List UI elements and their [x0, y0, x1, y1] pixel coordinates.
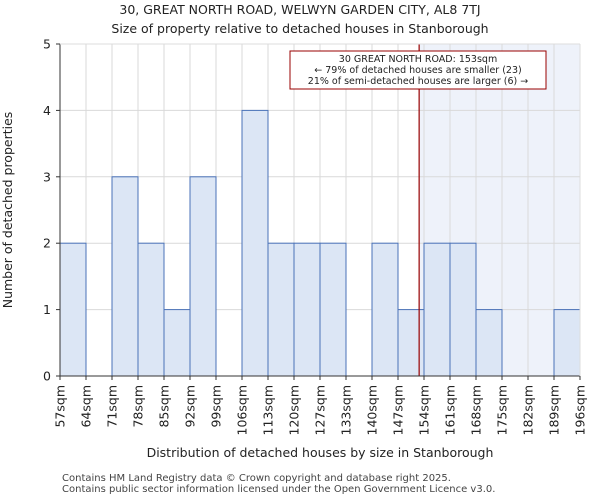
histogram-bar — [189, 176, 217, 377]
x-tick-label: 196sqm — [573, 385, 588, 435]
annotation-box — [289, 50, 547, 90]
histogram-bar — [111, 176, 139, 377]
histogram-bar — [267, 242, 295, 377]
x-tick-label: 92sqm — [183, 385, 198, 428]
histogram-bar — [371, 242, 399, 377]
y-tick-label: 4 — [43, 103, 51, 118]
x-axis-label: Distribution of detached houses by size … — [147, 445, 494, 460]
x-tick-label: 120sqm — [287, 385, 302, 435]
histogram-bar — [449, 242, 477, 377]
x-tick-label: 154sqm — [417, 385, 432, 435]
annotation-property-size: 30 GREAT NORTH ROAD: 153sqm — [339, 54, 497, 65]
y-tick-label: 1 — [43, 302, 51, 317]
histogram-bar — [137, 242, 165, 377]
histogram-bar — [423, 242, 451, 377]
y-tick-label: 2 — [43, 236, 51, 251]
y-tick-label: 0 — [43, 369, 51, 384]
x-tick-label: 99sqm — [209, 385, 224, 428]
x-tick-label: 168sqm — [469, 385, 484, 435]
chart-subtitle: Size of property relative to detached ho… — [111, 21, 489, 36]
x-tick-label: 140sqm — [365, 385, 380, 435]
x-tick-label: 133sqm — [339, 385, 354, 435]
histogram-bar — [319, 242, 347, 377]
histogram-bar — [241, 109, 269, 377]
x-tick-label: 161sqm — [443, 385, 458, 435]
x-tick-label: 106sqm — [235, 385, 250, 435]
annotation-larger-share: 21% of semi-detached houses are larger (… — [308, 76, 528, 87]
histogram-bar — [163, 309, 191, 377]
x-tick-label: 127sqm — [313, 385, 328, 435]
x-tick-label: 175sqm — [495, 385, 510, 435]
histogram-bar — [397, 309, 425, 377]
footer-licence: Contains public sector information licen… — [62, 484, 496, 495]
chart-title: 30, GREAT NORTH ROAD, WELWYN GARDEN CITY… — [119, 2, 481, 17]
y-tick-label: 5 — [43, 37, 51, 52]
footer-copyright: Contains HM Land Registry data © Crown c… — [62, 473, 451, 484]
x-tick-label: 57sqm — [53, 385, 68, 428]
y-tick-label: 3 — [43, 169, 51, 184]
x-tick-label: 78sqm — [131, 385, 146, 428]
x-tick-label: 113sqm — [261, 385, 276, 435]
x-tick-label: 147sqm — [391, 385, 406, 435]
x-tick-label: 64sqm — [79, 385, 94, 428]
histogram-bar — [293, 242, 321, 377]
x-tick-label: 85sqm — [157, 385, 172, 428]
y-axis-label: Number of detached properties — [0, 112, 15, 309]
histogram-bar — [59, 242, 87, 377]
x-tick-label: 189sqm — [547, 385, 562, 435]
annotation-smaller-share: ← 79% of detached houses are smaller (23… — [314, 65, 521, 76]
x-tick-label: 71sqm — [105, 385, 120, 428]
histogram-bar — [553, 309, 581, 377]
histogram-bar — [475, 309, 503, 377]
x-tick-label: 182sqm — [521, 385, 536, 435]
